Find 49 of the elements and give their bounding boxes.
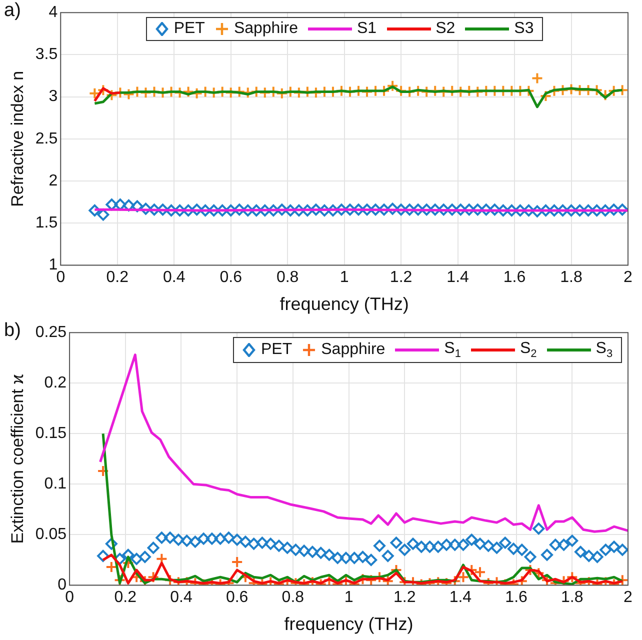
x-axis-title: frequency (THz) — [284, 614, 414, 634]
x-tick-label: 1.2 — [390, 269, 412, 286]
y-tick-label: 3 — [48, 88, 58, 106]
text: a) — [4, 0, 21, 22]
legend-label: PET — [261, 340, 292, 359]
y-tick-label: 0 — [58, 576, 67, 594]
x-tick-label: 1.8 — [561, 589, 584, 606]
y-tick-label: 0.2 — [44, 374, 67, 392]
legend-label: S$_{3}$ — [596, 340, 613, 360]
x-tick-label: 2 — [624, 269, 633, 286]
y-tick-label: 4 — [48, 4, 58, 22]
y-tick-label: 0.1 — [44, 476, 67, 493]
x-tick-label: 2 — [624, 589, 633, 606]
x-tick-label: 1 — [344, 589, 354, 606]
y-tick-label: 1 — [48, 256, 58, 274]
y-axis-title: Refractive index n — [8, 70, 27, 207]
legend-label: S1 — [356, 20, 377, 38]
y-tick-label: 0.15 — [35, 425, 67, 442]
y-tick-label: 1.5 — [35, 214, 58, 232]
x-tick-label: 1.6 — [505, 589, 528, 606]
x-tick-label: 0.8 — [276, 269, 299, 286]
x-tick-label: 0.4 — [162, 269, 186, 286]
legend-label: PET — [174, 20, 205, 38]
x-tick-label: 1.6 — [503, 269, 526, 286]
x-tick-label: 0.6 — [226, 589, 248, 606]
legend-label: S$_{2}$ — [520, 340, 537, 360]
y-tick-label: 0.25 — [35, 324, 67, 342]
y-tick-label: 2 — [48, 172, 58, 190]
y-tick-label: 3.5 — [35, 46, 58, 64]
legend-label: S3 — [514, 20, 534, 38]
y-axis-title: Extinction coefficient ϰ — [8, 374, 27, 544]
x-tick-label: 1.2 — [393, 589, 416, 606]
x-tick-label: 1.4 — [446, 269, 470, 286]
x-tick-label: 0.6 — [220, 269, 242, 286]
x-tick-label: 1 — [340, 269, 349, 286]
x-tick-label: 1.8 — [560, 269, 582, 286]
x-tick-label: 0.4 — [170, 589, 192, 606]
x-tick-label: 0.8 — [282, 589, 304, 606]
x-tick-label: 0.2 — [106, 269, 129, 286]
y-tick-label: 2.5 — [35, 130, 58, 148]
text: b) — [4, 320, 21, 342]
y-tick-label: 0.05 — [35, 526, 67, 544]
x-axis-title: frequency (THz) — [280, 294, 409, 314]
legend-label: Sapphire — [321, 340, 386, 359]
legend-label: Sapphire — [234, 20, 298, 38]
legend-label: S$_{1}$ — [444, 340, 461, 360]
x-tick-label: 0.2 — [114, 589, 137, 606]
legend-label: S2 — [436, 20, 456, 38]
x-tick-label: 1.4 — [449, 589, 472, 606]
